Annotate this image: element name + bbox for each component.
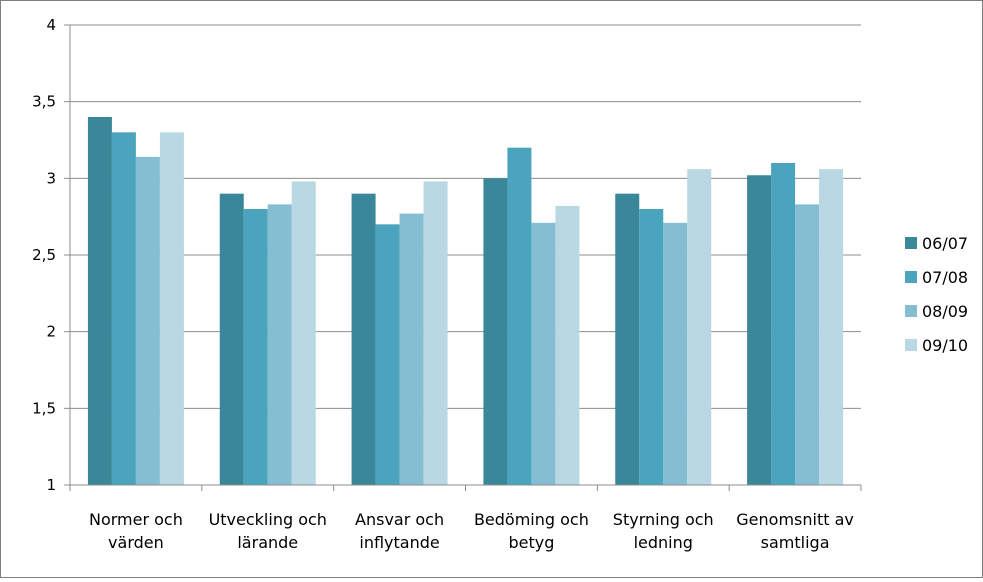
bar-09-10-3 <box>555 205 580 485</box>
category-label: Styrning och <box>613 510 714 529</box>
category-label: samtliga <box>761 533 830 552</box>
bar-07-08-4 <box>639 209 664 485</box>
category-label: Utveckling och <box>209 510 327 529</box>
bar-07-08-3 <box>507 147 532 485</box>
bar-09-10-5 <box>819 169 844 485</box>
y-tick-label: 1,5 <box>32 399 56 417</box>
legend-label: 08/09 <box>922 302 968 321</box>
legend-label: 06/07 <box>922 234 968 253</box>
axes <box>64 24 862 491</box>
bar-09-10-1 <box>291 181 316 485</box>
legend-swatch <box>905 305 917 317</box>
bars <box>87 117 844 486</box>
legend-label: 09/10 <box>922 336 968 355</box>
legend: 06/07 07/08 08/09 09/10 <box>905 234 968 355</box>
bar-07-08-2 <box>375 224 400 486</box>
bar-09-10-0 <box>159 132 184 486</box>
bar-06-07-2 <box>351 193 376 485</box>
y-tick-label: 2 <box>46 323 56 341</box>
bar-06-07-0 <box>87 117 112 485</box>
y-tick-label: 4 <box>46 16 56 34</box>
bar-08-09-0 <box>135 156 160 485</box>
bar-09-10-2 <box>423 181 448 485</box>
bar-08-09-2 <box>399 213 424 485</box>
legend-label: 07/08 <box>922 268 968 287</box>
legend-swatch <box>905 339 917 351</box>
category-label: inflytande <box>359 533 439 552</box>
bar-06-07-3 <box>483 178 508 486</box>
bar-06-07-5 <box>747 175 772 485</box>
bar-07-08-1 <box>243 209 268 485</box>
legend-swatch <box>905 237 917 249</box>
category-labels: Normer och värden Utveckling och lärande Ans… <box>89 510 854 552</box>
y-tick-labels: 1 1,5 2 2,5 3 3,5 4 <box>32 16 56 494</box>
category-label: Bedöming och <box>474 510 589 529</box>
bar-08-09-4 <box>663 222 688 486</box>
bar-07-08-0 <box>111 132 136 486</box>
category-label: ledning <box>634 533 693 552</box>
bar-09-10-4 <box>687 169 712 485</box>
gridlines <box>70 24 861 409</box>
category-label: Normer och <box>89 510 183 529</box>
y-tick-label: 3 <box>46 169 56 187</box>
y-tick-label: 3,5 <box>32 93 56 111</box>
bar-08-09-3 <box>531 222 556 486</box>
y-tick-label: 2,5 <box>32 246 56 264</box>
category-label: lärande <box>237 533 298 552</box>
category-label: Ansvar och <box>355 510 444 529</box>
bar-07-08-5 <box>771 163 796 485</box>
bar-08-09-1 <box>267 204 292 485</box>
category-label: betyg <box>508 533 554 552</box>
bar-08-09-5 <box>795 204 820 485</box>
category-label: Genomsnitt av <box>736 510 854 529</box>
legend-swatch <box>905 271 917 283</box>
bar-06-07-1 <box>219 193 244 485</box>
y-tick-label: 1 <box>46 476 56 494</box>
category-label: värden <box>108 533 164 552</box>
bar-06-07-4 <box>615 193 640 485</box>
